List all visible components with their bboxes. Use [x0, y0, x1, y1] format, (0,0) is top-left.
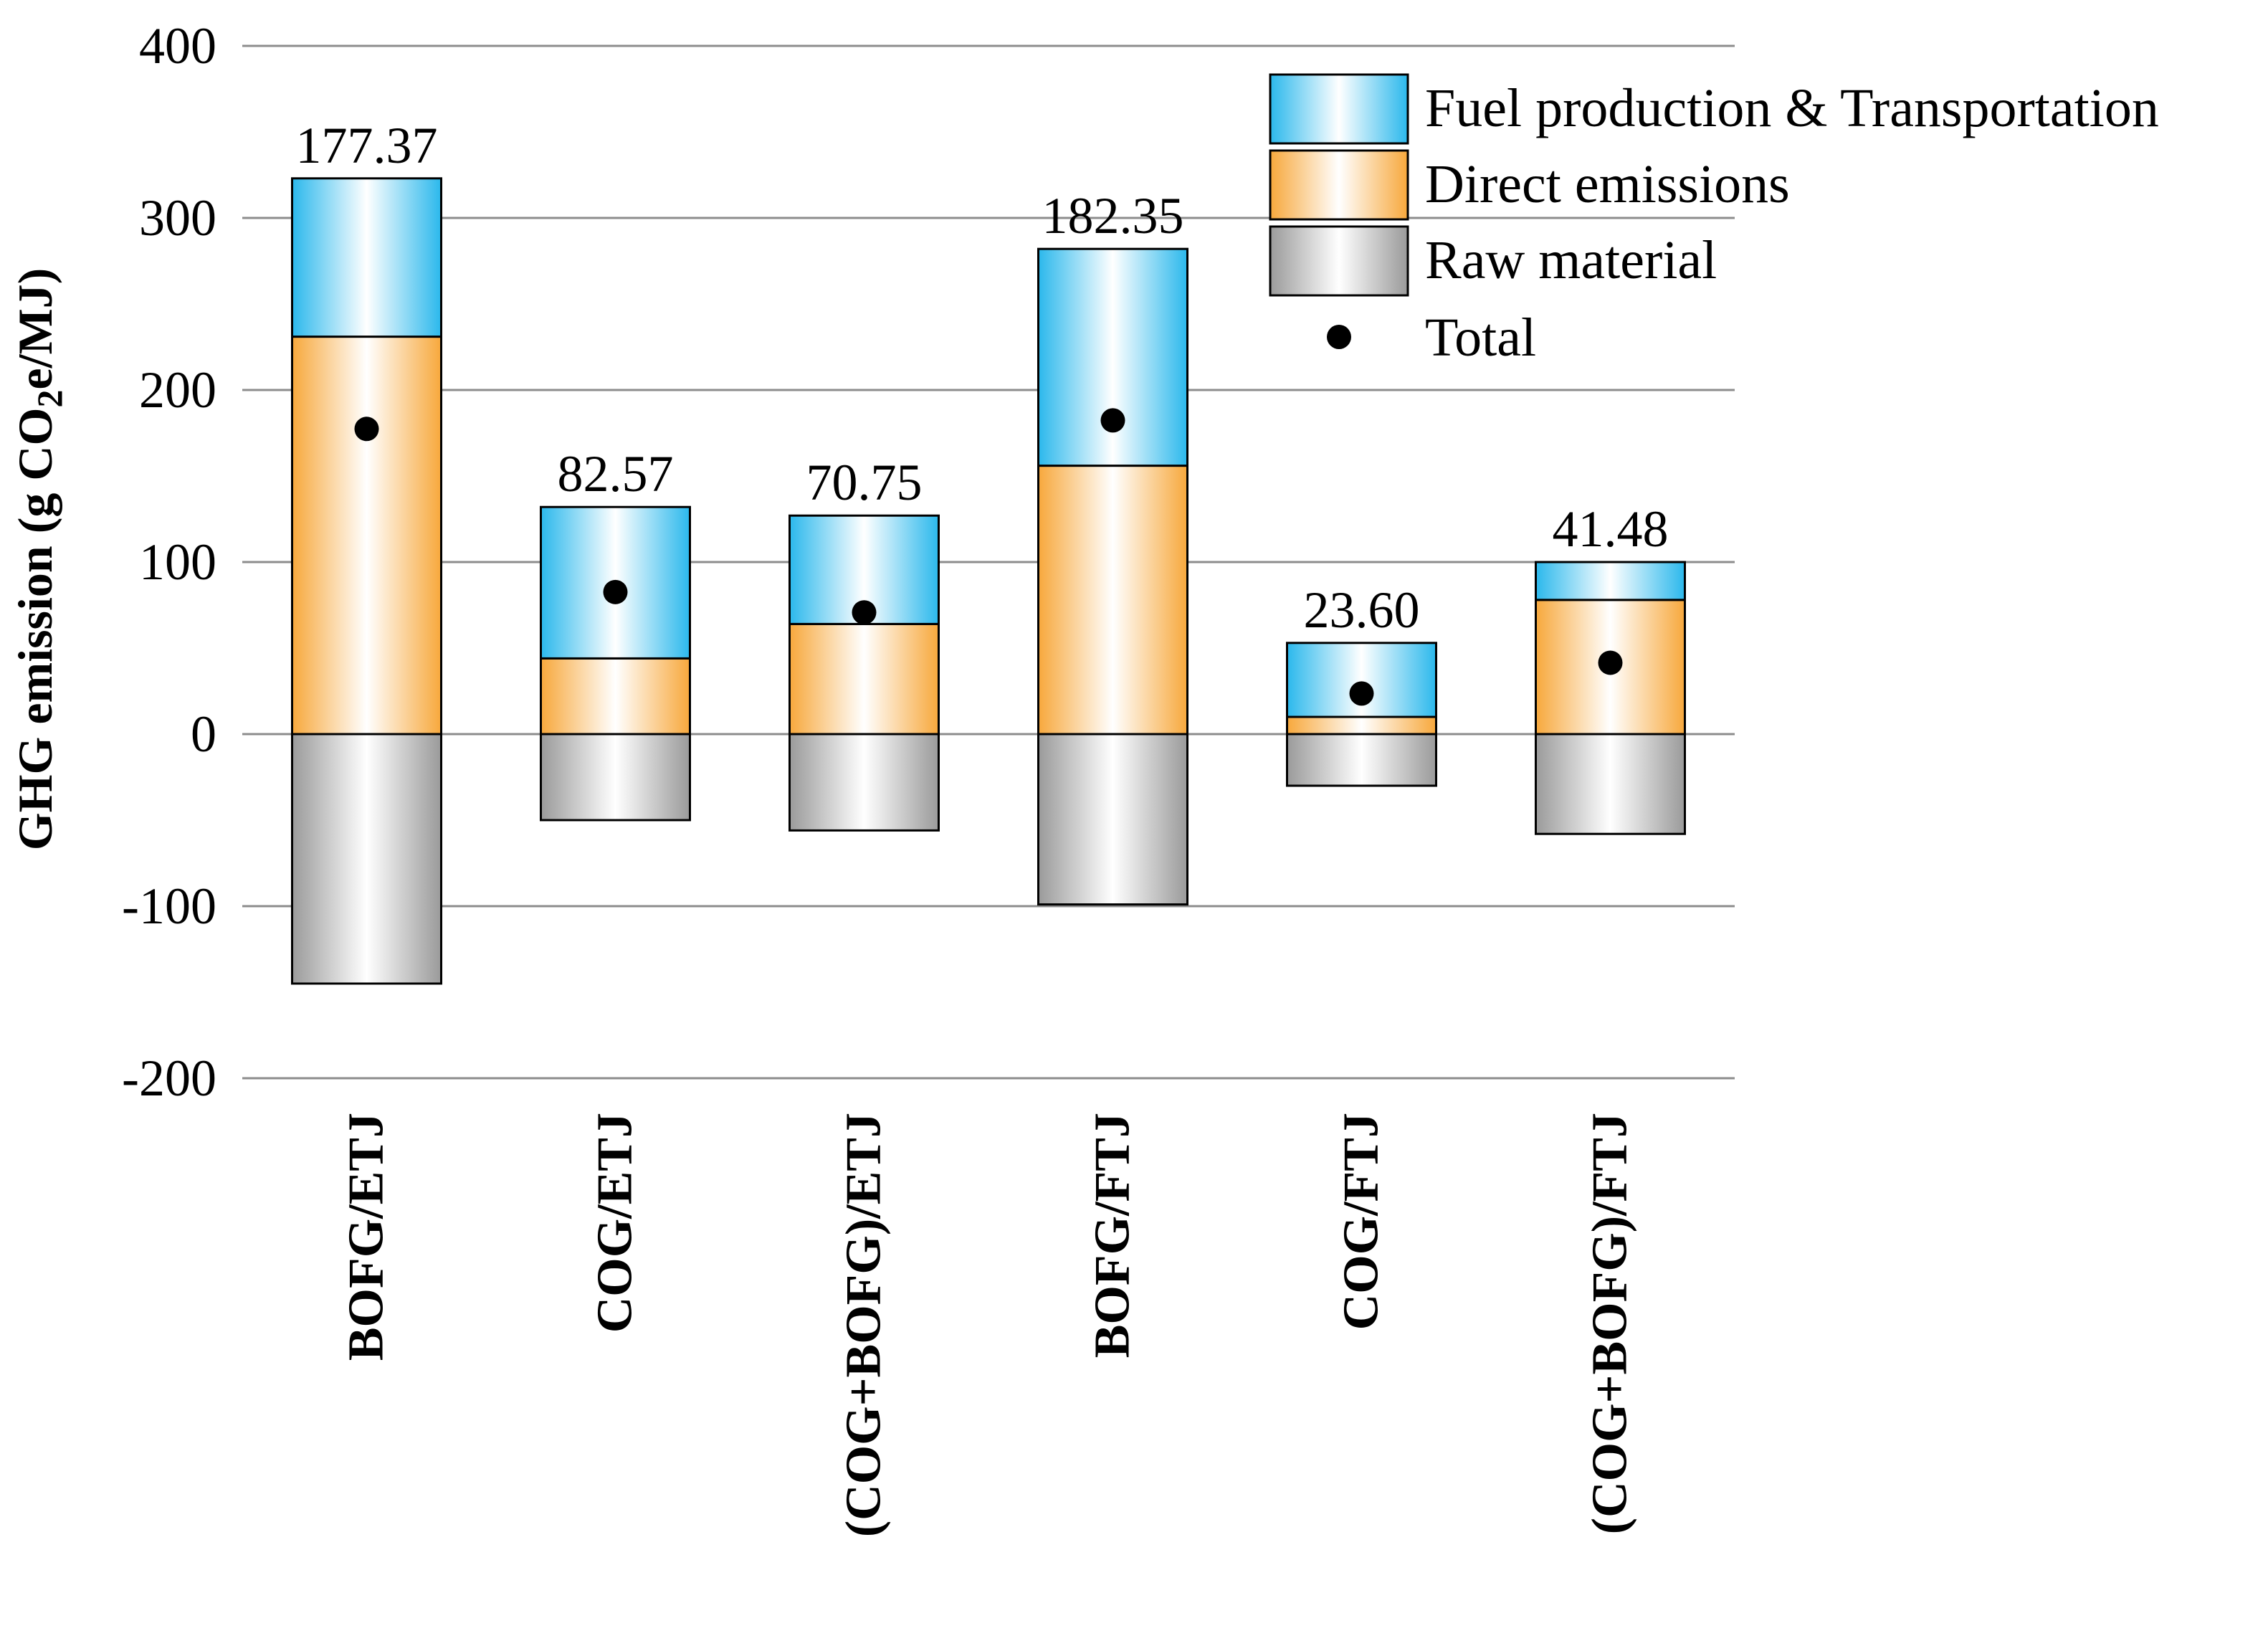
- total-marker: [354, 417, 379, 442]
- y-tick-label: 200: [139, 361, 216, 419]
- x-tick-label: BOFG/FTJ: [1085, 1113, 1140, 1358]
- legend-label: Fuel production & Transportation: [1425, 78, 2159, 138]
- bar-segment: [788, 733, 940, 832]
- x-tick-label: (COG+BOFG)/ETJ: [837, 1113, 892, 1537]
- legend-total-marker: [1327, 325, 1351, 349]
- legend-label: Raw material: [1425, 230, 1717, 290]
- total-marker: [852, 600, 877, 625]
- bars: [291, 177, 1686, 985]
- total-marker: [1598, 650, 1623, 675]
- y-tick-label: 400: [139, 17, 216, 75]
- bar-segment: [291, 733, 442, 985]
- legend-label: Direct emissions: [1425, 154, 1790, 214]
- y-tick-label: 300: [139, 189, 216, 247]
- total-markers: [354, 408, 1623, 706]
- bar-segment: [1286, 642, 1437, 718]
- y-tick-label: 100: [139, 533, 216, 591]
- bar-segment: [540, 657, 691, 736]
- x-tick-label: COG/FTJ: [1334, 1113, 1389, 1330]
- bar-segment: [1286, 715, 1437, 736]
- legend-swatch: [1269, 73, 1409, 145]
- bar-segment: [1535, 561, 1686, 601]
- y-axis-ticks: 400 300 200 100 0 -100 -200: [122, 17, 216, 1107]
- bar-segment: [540, 733, 691, 822]
- legend-label: Total: [1425, 308, 1536, 368]
- total-value-label: 177.37: [296, 117, 438, 174]
- legend-swatch: [1269, 225, 1409, 297]
- total-marker: [1100, 408, 1125, 433]
- total-marker: [603, 579, 628, 604]
- y-axis-title: GHG emission (g CO2e/MJ): [8, 268, 70, 851]
- bar-segment: [1037, 465, 1188, 736]
- legend: Fuel production & Transportation Direct e…: [1269, 73, 2159, 368]
- bar-segment: [1286, 733, 1437, 787]
- y-tick-label: 0: [191, 705, 216, 763]
- bar-segment: [1535, 733, 1686, 835]
- x-tick-label: BOFG/ETJ: [339, 1113, 394, 1361]
- bar-segment: [291, 336, 442, 736]
- total-marker: [1349, 681, 1374, 706]
- bar-segment: [1037, 733, 1188, 906]
- x-axis-labels: BOFG/ETJ COG/ETJ (COG+BOFG)/ETJ BOFG/FTJ COG…: [339, 1113, 1638, 1537]
- grid-lines: [242, 44, 1735, 1080]
- legend-swatch: [1269, 149, 1409, 221]
- total-value-label: 70.75: [806, 454, 923, 511]
- bar-segment: [1037, 247, 1188, 467]
- bar-segment: [291, 177, 442, 338]
- y-tick-label: -100: [122, 877, 216, 935]
- x-tick-label: (COG+BOFG)/FTJ: [1583, 1113, 1638, 1534]
- x-tick-label: COG/ETJ: [588, 1113, 643, 1333]
- y-tick-label: -200: [122, 1050, 216, 1107]
- total-value-label: 182.35: [1042, 187, 1184, 244]
- bar-segment: [788, 622, 940, 736]
- total-value-label: 23.60: [1304, 581, 1420, 639]
- total-labels: 177.37 82.57 70.75 182.35 23.60 41.48: [296, 117, 1669, 639]
- total-value-label: 41.48: [1553, 500, 1669, 558]
- total-value-label: 82.57: [558, 445, 674, 503]
